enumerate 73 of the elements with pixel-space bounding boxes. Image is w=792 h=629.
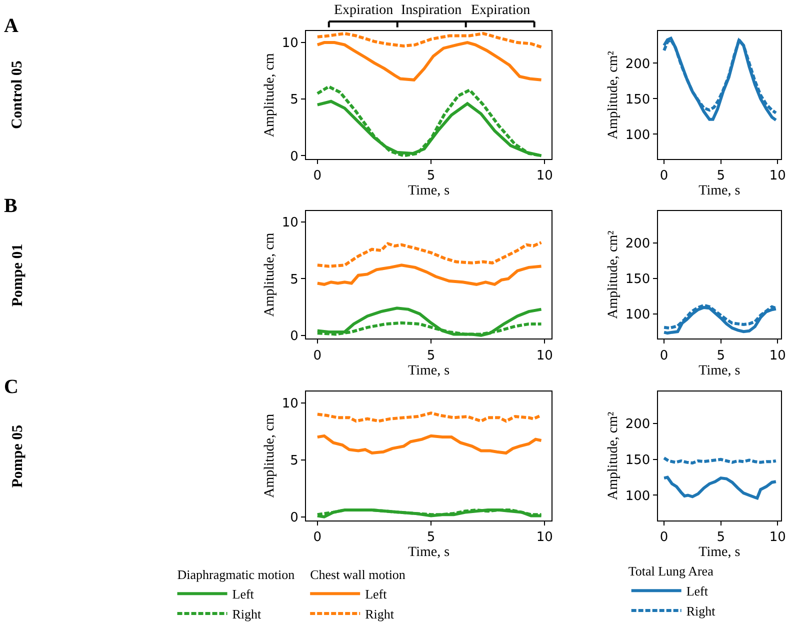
y-tick-label: 100 (625, 488, 650, 504)
x-tick-label: 0 (313, 348, 322, 364)
text: Pompe 01 (10, 244, 26, 307)
x-tick-label: 0 (660, 168, 668, 184)
x-tick-label: 10 (536, 168, 553, 184)
y-tick-label: 150 (625, 452, 650, 468)
text: Chest wall motion (310, 566, 406, 582)
x-tick-label: 5 (426, 348, 436, 364)
x-axis-title: Time, s (408, 184, 450, 199)
line-series (316, 41, 543, 82)
y-axis-title: Amplitude, cm (262, 232, 278, 317)
x-axis-title: Time, s (408, 544, 450, 560)
legend-label: Left (232, 586, 254, 602)
x-tick-label: 0 (313, 530, 322, 545)
y-tick-label: 10 (282, 216, 298, 231)
y-axis-title: Amplitude, cm² (606, 51, 621, 140)
text: A (4, 15, 19, 37)
y-tick-label: 100 (625, 128, 650, 143)
y-tick-label: 5 (290, 453, 298, 468)
x-tick-label: 5 (716, 530, 725, 545)
y-tick-label: 200 (625, 56, 650, 72)
y-tick-label: 150 (625, 272, 650, 287)
y-tick-label: 10 (282, 396, 298, 412)
y-tick-label: 10 (282, 36, 298, 52)
x-tick-label: 0 (313, 168, 322, 184)
x-tick-label: 5 (426, 530, 436, 545)
y-tick-label: 200 (625, 417, 650, 432)
x-tick-label: 10 (769, 168, 786, 184)
x-axis-title: Time, s (698, 184, 740, 199)
y-axis-title: Amplitude, cm (262, 53, 278, 138)
text: Expiration (471, 3, 530, 18)
y-tick-label: 0 (290, 149, 298, 164)
y-tick-label: 150 (625, 92, 650, 108)
legend-label: Right (686, 604, 716, 619)
y-axis-title: Amplitude, cm² (606, 412, 621, 500)
line-series (662, 476, 778, 500)
y-tick-label: 5 (290, 272, 298, 288)
y-tick-label: 100 (625, 307, 650, 322)
line-series (316, 32, 543, 49)
text: Inspiration (401, 3, 462, 18)
x-axis-title: Time, s (698, 544, 740, 560)
x-tick-label: 10 (536, 530, 553, 545)
y-tick-label: 200 (625, 236, 650, 252)
y-tick-label: 5 (290, 92, 298, 108)
legend-label: Left (365, 586, 388, 602)
legend-label: Right (365, 606, 394, 622)
text: Pompe 05 (10, 424, 26, 488)
text: C (4, 376, 18, 398)
x-tick-label: 0 (660, 530, 668, 545)
text: Diaphragmatic motion (177, 566, 296, 582)
text: Control 05 (10, 60, 26, 130)
legend-label: Right (232, 606, 262, 622)
y-axis-title: Amplitude, cm² (606, 230, 621, 319)
y-axis-title: Amplitude, cm (262, 414, 278, 498)
y-tick-label: 0 (290, 328, 298, 344)
x-tick-label: 5 (716, 348, 725, 364)
x-tick-label: 5 (716, 168, 725, 184)
line-series (316, 412, 543, 423)
x-axis-title: Time, s (698, 363, 740, 378)
line-series (316, 241, 543, 268)
line-series (316, 434, 543, 455)
x-tick-label: 10 (536, 348, 553, 364)
text: B (4, 195, 18, 217)
x-tick-label: 10 (769, 348, 786, 364)
text: Expiration (334, 3, 394, 18)
x-tick-label: 5 (426, 168, 436, 184)
x-axis-title: Time, s (408, 363, 450, 378)
legend-title: Total Lung Area (628, 564, 714, 579)
x-tick-label: 10 (769, 530, 786, 545)
legend-label: Left (686, 584, 708, 599)
line-series (316, 264, 543, 286)
y-tick-label: 0 (290, 510, 298, 526)
x-tick-label: 0 (660, 348, 668, 364)
